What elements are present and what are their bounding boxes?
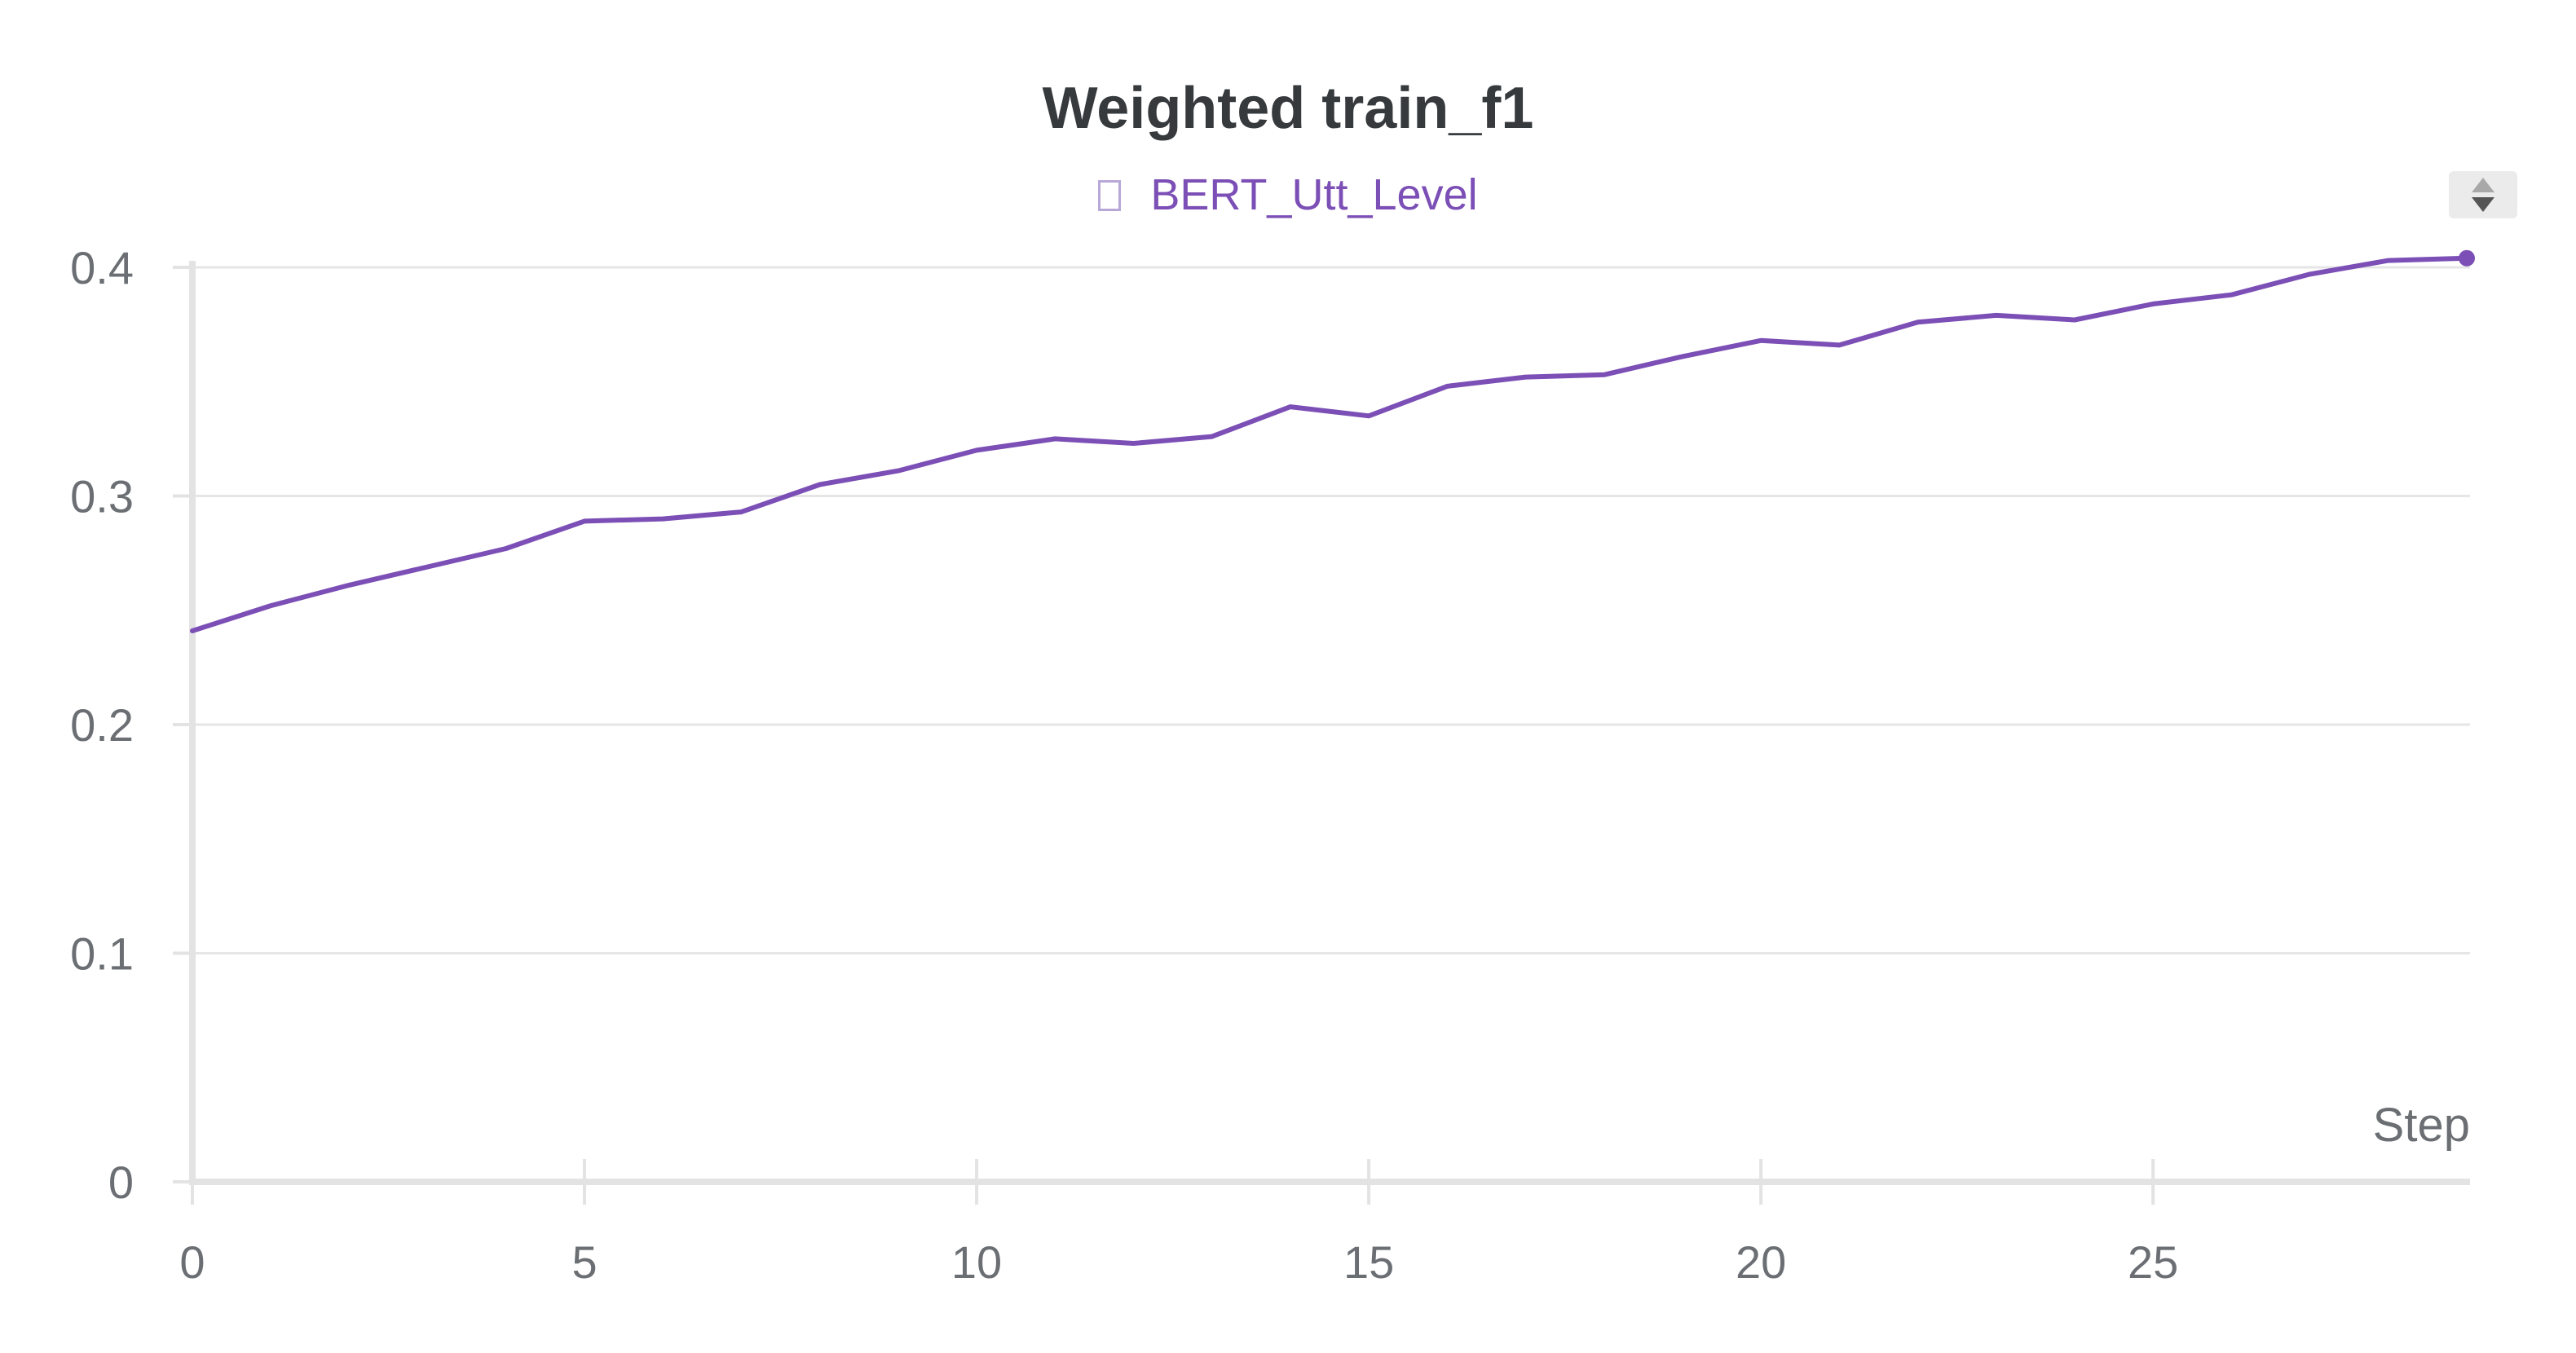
y-tick-label: 0.4 [70, 242, 134, 293]
sort-up-icon [2472, 178, 2494, 192]
series-line [190, 255, 2469, 633]
chart-title: Weighted train_f1 [1042, 76, 1534, 141]
x-tick-label: 0 [179, 1236, 205, 1288]
x-tick-label: 5 [571, 1236, 597, 1288]
x-tick-label: 20 [1736, 1236, 1786, 1288]
legend-checkbox-icon[interactable] [1098, 180, 1122, 211]
sort-arrows-button[interactable] [2449, 171, 2517, 218]
y-tick-label: 0.1 [70, 928, 134, 980]
x-tick-label: 15 [1343, 1236, 1394, 1288]
sort-down-icon [2472, 197, 2494, 212]
x-tick-label: 10 [951, 1236, 1002, 1288]
series-endpoint-marker[interactable] [2459, 249, 2475, 267]
y-tick-label: 0.3 [70, 471, 134, 522]
y-tick-label: 0 [108, 1157, 134, 1208]
x-tick-label: 25 [2128, 1236, 2178, 1288]
legend-series-label: BERT_Utt_Level [1150, 170, 1478, 219]
y-tick-label: 0.2 [70, 699, 134, 751]
x-axis-label: Step [2373, 1099, 2470, 1152]
chart-legend[interactable]: BERT_Utt_Level [0, 170, 2576, 220]
